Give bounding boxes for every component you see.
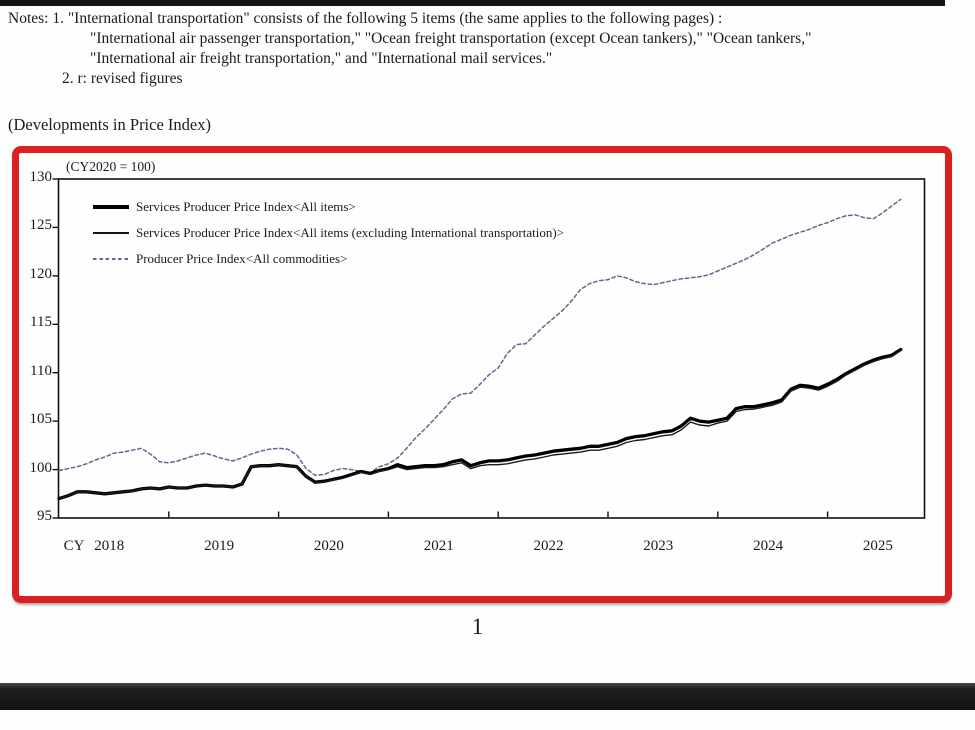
- page-number: 1: [471, 614, 484, 639]
- red-highlight-frame: [12, 146, 952, 603]
- x-axis-label: 2018: [94, 538, 125, 554]
- y-axis-label: 110: [30, 362, 52, 379]
- legend-item: Services Producer Price Index<All items …: [93, 225, 564, 241]
- chart-unit-label: (CY2020 = 100): [66, 159, 156, 174]
- y-axis-label: 105: [29, 411, 53, 428]
- x-axis-label: 2019: [204, 538, 235, 554]
- sppi-excl-intl-transport-legend-line-icon: [93, 232, 129, 234]
- notes-line: "International air passenger transportat…: [90, 30, 812, 47]
- x-axis-label: 2024: [753, 538, 784, 554]
- x-axis-label: 2020: [313, 538, 344, 554]
- y-axis-label: 115: [30, 314, 52, 331]
- notes-block: Notes: 1. "International transportation"…: [8, 9, 811, 89]
- notes-line: Notes: 1. "International transportation"…: [8, 10, 723, 27]
- y-axis-label: 125: [29, 217, 53, 234]
- legend-label: Services Producer Price Index<All items …: [136, 225, 565, 240]
- x-axis-label: 2023: [643, 538, 674, 554]
- section-heading: (Developments in Price Index): [8, 115, 211, 134]
- notes-line: 2. r: revised figures: [62, 70, 183, 87]
- x-axis-label: 2025: [862, 538, 893, 554]
- y-axis-label: 100: [29, 459, 53, 476]
- y-axis-label: 95: [37, 508, 52, 524]
- y-axis-label: 130: [29, 169, 53, 185]
- top-scan-bar: [0, 0, 945, 6]
- x-axis-label: 2022: [533, 538, 564, 554]
- x-axis-label: 2021: [423, 538, 454, 554]
- legend-label: Producer Price Index<All commodities>: [136, 251, 348, 266]
- legend-item: Services Producer Price Index<All items>: [93, 199, 356, 215]
- bottom-scan-bar: [0, 683, 975, 710]
- x-axis-prefix-label: CY: [63, 538, 85, 554]
- ppi-all-commodities-legend-line-icon: [93, 258, 129, 260]
- legend-item: Producer Price Index<All commodities>: [93, 251, 347, 267]
- y-axis-label: 120: [29, 265, 53, 282]
- notes-line: "International air freight transportatio…: [90, 50, 553, 67]
- legend-label: Services Producer Price Index<All items>: [136, 199, 356, 214]
- sppi-all-items-legend-line-icon: [93, 205, 129, 209]
